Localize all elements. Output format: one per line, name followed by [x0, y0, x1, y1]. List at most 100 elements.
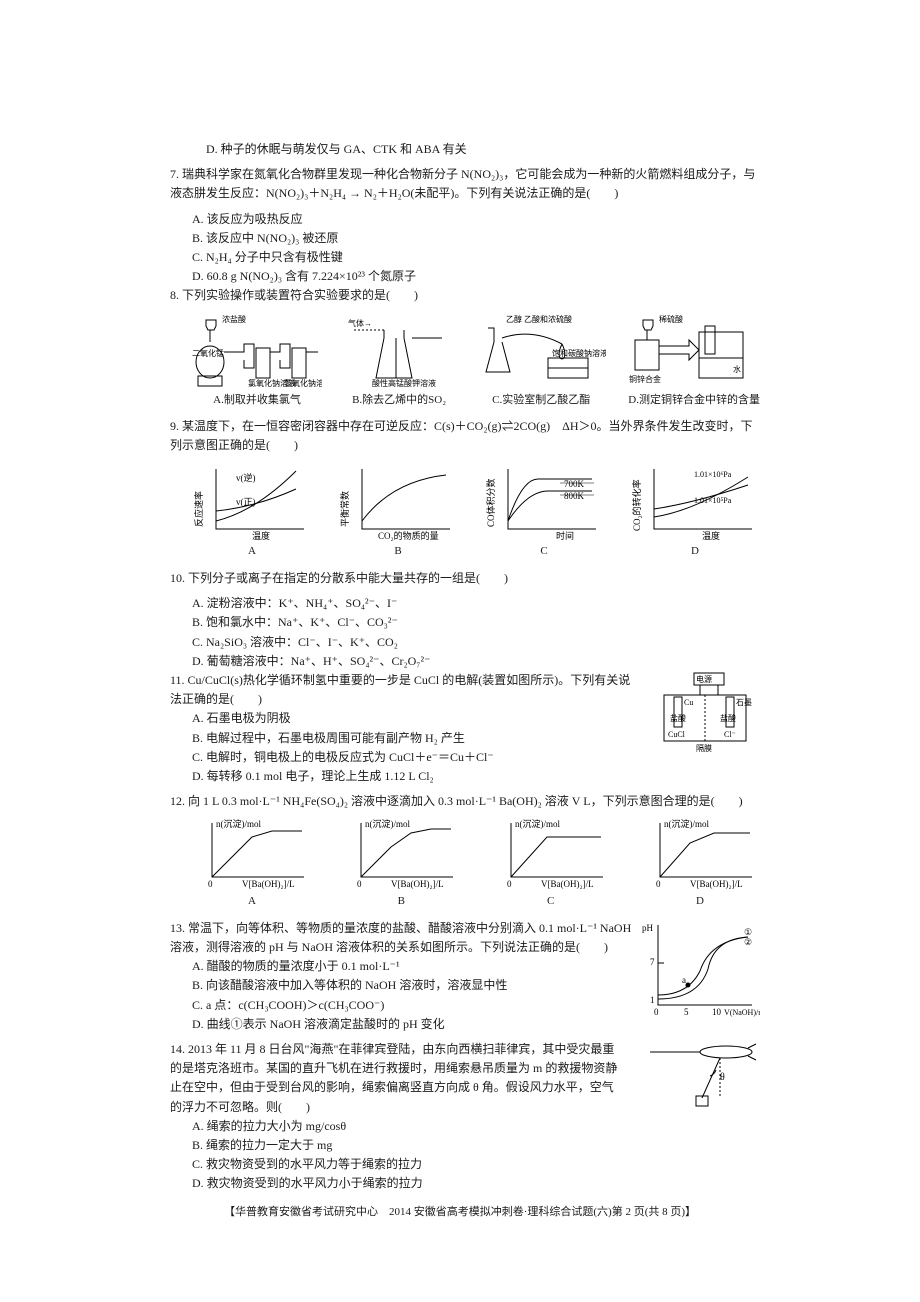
- q10-B: B. 饱和氯水中：Na⁺、K⁺、Cl⁻、CO₃²⁻: [192, 613, 465, 632]
- q9-svg-b: 平衡常数 CO₂的物质的量: [338, 461, 458, 541]
- q12-figures: n(沉淀)/mol 0 V[Ba(OH)₂]/L A n(沉淀)/mol 0 V…: [170, 817, 760, 911]
- lbl: 反应速率: [193, 491, 204, 527]
- lbl: v(正): [236, 497, 256, 507]
- lbl: 氢氧化钠溶液: [284, 378, 322, 388]
- lbl: pH: [642, 923, 654, 933]
- lbl: 乙醇 乙酸和浓硫酸: [506, 314, 572, 324]
- lbl: 温度: [702, 530, 720, 541]
- lbl: 温度: [252, 530, 270, 541]
- q9-cap-d: D: [691, 543, 699, 561]
- q8-cap-d: D.测定铜锌合金中锌的含量: [628, 392, 760, 410]
- q14-text: 14. 2013 年 11 月 8 日台风"海燕"在菲律宾登陆，由东向西横扫菲律…: [170, 1040, 622, 1194]
- svg-text:0: 0: [656, 879, 661, 889]
- lbl: CO体积分数: [485, 479, 496, 528]
- q8-stem: 8. 下列实验操作或装置符合实验要求的是( ): [170, 286, 760, 305]
- q10-stem: 10. 下列分子或离子在指定的分散系中能大量共存的一组是( ): [170, 569, 760, 588]
- lbl: a: [682, 975, 686, 985]
- lbl: n(沉淀)/mol: [664, 818, 709, 829]
- q13-block: 13. 常温下，向等体积、等物质的量浓度的盐酸、醋酸溶液中分别滴入 0.1 mo…: [170, 919, 760, 1034]
- q8-cap-b: B.除去乙烯中的SO₂: [352, 392, 446, 410]
- lbl: 800K: [564, 491, 585, 501]
- q8-cap-c: C.实验室制乙酸乙酯: [492, 392, 590, 410]
- lbl: 盐酸: [670, 713, 686, 723]
- q13-D: D. 曲线①表示 NaOH 溶液滴定盐酸时的 pH 变化: [170, 1015, 632, 1034]
- q7-opts-ab: A. 该反应为吸热反应 B. 该反应中 N(NO₂)₃ 被还原: [170, 210, 760, 248]
- q10-ab: A. 淀粉溶液中：K⁺、NH₄⁺、SO₄²⁻、I⁻ B. 饱和氯水中：Na⁺、K…: [170, 594, 760, 632]
- lbl: 酸性高锰酸钾溶液: [372, 378, 436, 388]
- q11-fig: 电源 Cu 石墨 盐酸 盐酸 CuCl Cl⁻ 隔膜: [650, 671, 760, 761]
- lbl: 稀硫酸: [659, 314, 683, 324]
- q9-cap-c: C: [540, 543, 547, 561]
- q8-fig-b: 气体→ 酸性高锰酸钾溶液 B.除去乙烯中的SO₂: [344, 312, 454, 410]
- lbl: 气体→: [348, 318, 372, 328]
- q12-svg-b: n(沉淀)/mol 0 V[Ba(OH)₂]/L: [341, 817, 461, 891]
- q13-svg: pH 7 1 0 5 10 V(NaOH)/mL ① ② a: [640, 919, 760, 1019]
- q12-svg-c: n(沉淀)/mol 0 V[Ba(OH)₂]/L: [491, 817, 611, 891]
- q12-svg-a: n(沉淀)/mol 0 V[Ba(OH)₂]/L: [192, 817, 312, 891]
- q11-svg: 电源 Cu 石墨 盐酸 盐酸 CuCl Cl⁻ 隔膜: [650, 671, 760, 761]
- lbl: 电源: [696, 674, 712, 684]
- lbl: 隔膜: [696, 743, 712, 753]
- q7-D: D. 60.8 g N(NO₂)₃ 含有 7.224×10²³ 个氮原子: [192, 267, 465, 286]
- q11-D: D. 每转移 0.1 mol 电子，理论上生成 1.12 L Cl₂: [170, 767, 642, 786]
- lbl: 浓盐酸: [222, 314, 246, 324]
- lbl: 700K: [564, 479, 585, 489]
- lbl: Cu: [684, 698, 693, 707]
- q8-svg-a: 浓盐酸 二氧化锰 氯氧化钠溶液 氢氧化钠溶液: [192, 312, 322, 390]
- lbl: n(沉淀)/mol: [365, 818, 410, 829]
- q12-cap-b: B: [398, 893, 405, 911]
- lbl: V[Ba(OH)₂]/L: [690, 879, 743, 889]
- q13-text: 13. 常温下，向等体积、等物质的量浓度的盐酸、醋酸溶液中分别滴入 0.1 mo…: [170, 919, 632, 1034]
- q9-fig-a: 反应速率 温度 v(逆) v(正) A: [192, 461, 312, 561]
- q9-fig-c: CO体积分数 时间 700K 800K C: [484, 461, 604, 561]
- q8-fig-c: 乙醇 乙酸和浓硫酸 饱和碳酸钠溶液 C.实验室制乙酸乙酯: [476, 312, 606, 410]
- q9-cap-b: B: [394, 543, 401, 561]
- q12-cap-c: C: [547, 893, 554, 911]
- lbl: V[Ba(OH)₂]/L: [391, 879, 444, 889]
- lbl: V(NaOH)/mL: [724, 1008, 760, 1017]
- q7-opts-cd: C. N₂H₄ 分子中只含有极性键 D. 60.8 g N(NO₂)₃ 含有 7…: [170, 248, 760, 286]
- lbl: 时间: [556, 530, 574, 541]
- q9-fig-d: CO₂的转化率 温度 1.01×10⁶Pa 1.01×10⁵Pa D: [630, 461, 760, 561]
- q11-stem: 11. Cu/CuCl(s)热化学循环制氢中重要的一步是 CuCl 的电解(装置…: [170, 671, 642, 709]
- lbl: CuCl: [668, 730, 686, 739]
- q12-cap-d: D: [696, 893, 704, 911]
- q7-C: C. N₂H₄ 分子中只含有极性键: [192, 248, 465, 267]
- q14-fig: θ: [630, 1040, 760, 1110]
- q10-C: C. Na₂SiO₃ 溶液中：Cl⁻、I⁻、K⁺、CO₂: [192, 633, 465, 652]
- q14-C: C. 救灾物资受到的水平风力等于绳索的拉力: [170, 1155, 622, 1174]
- lbl: 1.01×10⁶Pa: [694, 470, 732, 479]
- lbl: n(沉淀)/mol: [216, 818, 261, 829]
- q9-figures: 反应速率 温度 v(逆) v(正) A 平衡常数 CO₂的物质的量 B: [170, 461, 760, 561]
- q12-fig-c: n(沉淀)/mol 0 V[Ba(OH)₂]/L C: [491, 817, 611, 911]
- q12-cap-a: A: [248, 893, 256, 911]
- lbl: 5: [684, 1007, 689, 1017]
- lbl: 水: [733, 364, 741, 374]
- q8-fig-a: 浓盐酸 二氧化锰 氯氧化钠溶液 氢氧化钠溶液 A.制取并收集氯气: [192, 312, 322, 410]
- q12-fig-a: n(沉淀)/mol 0 V[Ba(OH)₂]/L A: [192, 817, 312, 911]
- q9-svg-d: CO₂的转化率 温度 1.01×10⁶Pa 1.01×10⁵Pa: [630, 461, 760, 541]
- q13-C: C. a 点：c(CH₃COOH)＞c(CH₃COO⁻): [170, 996, 632, 1015]
- q10-A: A. 淀粉溶液中：K⁺、NH₄⁺、SO₄²⁻、I⁻: [192, 594, 465, 613]
- lbl: v(逆): [236, 472, 256, 483]
- svg-text:0: 0: [507, 879, 512, 889]
- q13-A: A. 醋酸的物质的量浓度小于 0.1 mol·L⁻¹: [170, 957, 632, 976]
- q11-text: 11. Cu/CuCl(s)热化学循环制氢中重要的一步是 CuCl 的电解(装置…: [170, 671, 642, 786]
- q13-fig: pH 7 1 0 5 10 V(NaOH)/mL ① ② a: [640, 919, 760, 1019]
- q10-D: D. 葡萄糖溶液中：Na⁺、H⁺、SO₄²⁻、Cr₂O₇²⁻: [192, 652, 465, 671]
- lbl: V[Ba(OH)₂]/L: [242, 879, 295, 889]
- q7-stem: 7. 瑞典科学家在氮氧化合物群里发现一种化合物新分子 N(NO₂)₃，它可能会成…: [170, 165, 760, 203]
- lbl: 1.01×10⁵Pa: [694, 496, 732, 505]
- q11-block: 11. Cu/CuCl(s)热化学循环制氢中重要的一步是 CuCl 的电解(装置…: [170, 671, 760, 786]
- q12-stem: 12. 向 1 L 0.3 mol·L⁻¹ NH₄Fe(SO₄)₂ 溶液中逐滴加…: [170, 792, 760, 811]
- exam-page: D. 种子的休眠与萌发仅与 GA、CTK 和 ABA 有关 7. 瑞典科学家在氮…: [0, 0, 920, 1302]
- svg-text:0: 0: [357, 879, 362, 889]
- q14-block: 14. 2013 年 11 月 8 日台风"海燕"在菲律宾登陆，由东向西横扫菲律…: [170, 1040, 760, 1194]
- q14-stem: 14. 2013 年 11 月 8 日台风"海燕"在菲律宾登陆，由东向西横扫菲律…: [170, 1040, 622, 1117]
- q14-svg: θ: [630, 1040, 760, 1110]
- q9-stem: 9. 某温度下，在一恒容密闭容器中存在可逆反应：C(s)＋CO₂(g)⇌2CO(…: [170, 417, 760, 455]
- q8-svg-b: 气体→ 酸性高锰酸钾溶液: [344, 312, 454, 390]
- q12-svg-d: n(沉淀)/mol 0 V[Ba(OH)₂]/L: [640, 817, 760, 891]
- lbl: ②: [744, 937, 752, 947]
- lbl: 1: [650, 995, 655, 1005]
